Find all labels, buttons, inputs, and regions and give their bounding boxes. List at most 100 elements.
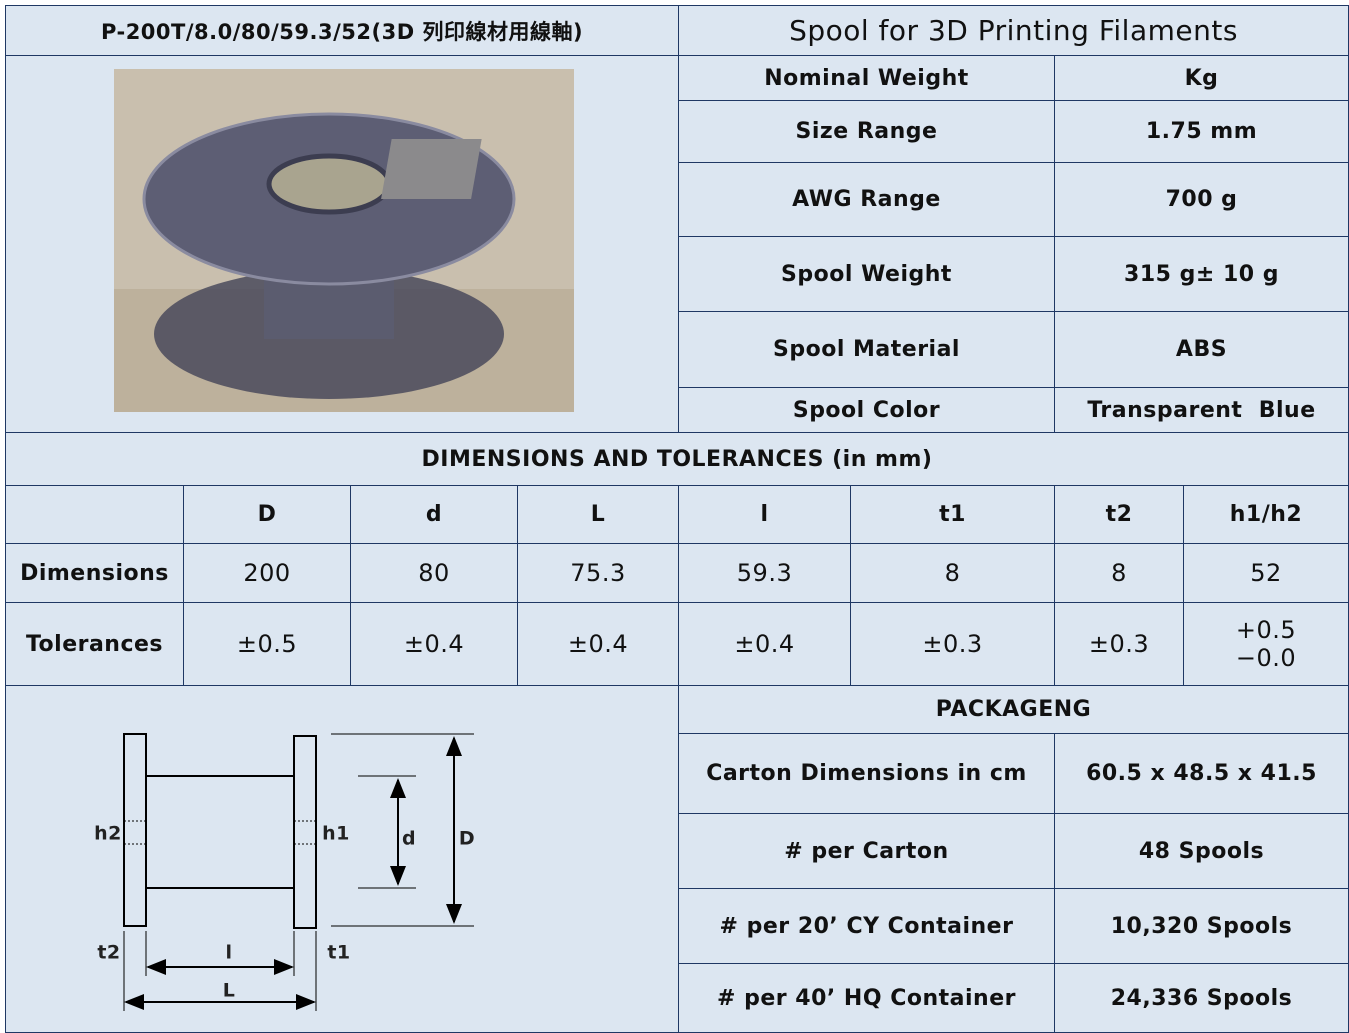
diagram-cell: h2 h1 d D t2 l t1 L — [5, 685, 679, 1033]
cell-text: 60.5 x 48.5 x 41.5 — [1086, 761, 1317, 786]
cell-text: PACKAGENG — [935, 697, 1092, 722]
cell-text: ±0.3 — [922, 630, 983, 658]
photo-cell — [5, 55, 679, 433]
dimension-value: 59.3 — [678, 543, 851, 603]
cell-text: 59.3 — [736, 559, 793, 587]
cell-text: # per 40’ HQ Container — [717, 985, 1016, 1011]
packaging-label: # per Carton — [678, 813, 1055, 889]
cell-text: L — [590, 502, 606, 527]
spec-label: Spool Weight — [678, 236, 1055, 312]
cell-text: d — [425, 502, 443, 527]
cell-text: 10,320 Spools — [1110, 913, 1293, 939]
spec-label: AWG Range — [678, 162, 1055, 237]
empty-cell — [5, 485, 184, 544]
cell-text: ±0.4 — [403, 630, 465, 658]
cell-text: Spool for 3D Printing Filaments — [789, 14, 1238, 47]
spec-value: 315 g± 10 g — [1054, 236, 1349, 312]
cell-text: AWG Range — [792, 187, 941, 212]
dimension-value: 75.3 — [517, 543, 679, 603]
spec-value: 1.75 mm — [1054, 100, 1349, 163]
dimension-value: 8 — [1054, 543, 1184, 603]
spec-value: ABS — [1054, 311, 1349, 388]
diagram-label: D — [459, 828, 475, 850]
cell-text: 700 g — [1165, 187, 1238, 212]
diagram-label: d — [402, 828, 416, 850]
diagram-label: l — [225, 942, 232, 964]
cell-text: 80 — [418, 559, 450, 587]
packaging-value: 10,320 Spools — [1054, 888, 1349, 964]
dimension-value: ±0.3 — [850, 602, 1055, 686]
column-header: t1 — [850, 485, 1055, 544]
cell-text: D — [257, 502, 277, 527]
cell-text: −0.0 — [1235, 644, 1297, 672]
dimension-value: ±0.4 — [350, 602, 518, 686]
cell-text: +0.5 — [1235, 616, 1297, 644]
cell-text: 48 Spools — [1138, 838, 1265, 864]
packaging-value: 60.5 x 48.5 x 41.5 — [1054, 733, 1349, 814]
packaging-title: PACKAGENG — [678, 685, 1349, 734]
cell-text: Dimensions — [20, 560, 169, 586]
cell-text: ±0.5 — [236, 630, 298, 658]
spec-label: Nominal Weight — [678, 55, 1055, 101]
dimension-value: 8 — [850, 543, 1055, 603]
cell-text: 8 — [1111, 559, 1127, 587]
row-label: Dimensions — [5, 543, 184, 603]
cell-text: P-200T/8.0/80/59.3/52(3D 列印線材用線軸) — [100, 19, 584, 44]
diagram-label: h2 — [94, 823, 122, 845]
column-header: h1/h2 — [1183, 485, 1349, 544]
product-title: Spool for 3D Printing Filaments — [678, 5, 1349, 56]
header-title: P-200T/8.0/80/59.3/52(3D 列印線材用線軸) — [5, 5, 679, 56]
diagram-label: t2 — [97, 942, 120, 964]
dimension-value: 80 — [350, 543, 518, 603]
packaging-label: # per 20’ CY Container — [678, 888, 1055, 964]
dimension-value: 52 — [1183, 543, 1349, 603]
spec-label: Size Range — [678, 100, 1055, 163]
cell-text: Spool Material — [773, 337, 960, 362]
spool-diagram: h2 h1 d D t2 l t1 L — [94, 733, 475, 1011]
spool-photo — [114, 69, 574, 412]
cell-text: Spool Weight — [781, 261, 952, 287]
cell-text: DIMENSIONS AND TOLERANCES (in mm) — [421, 446, 933, 472]
column-header: l — [678, 485, 851, 544]
cell-text: 8 — [944, 559, 961, 587]
cell-text: Spool Color — [792, 397, 941, 423]
cell-text: # per 20’ CY Container — [719, 913, 1014, 939]
cell-text: 52 — [1250, 559, 1282, 587]
cell-text: 75.3 — [570, 559, 626, 587]
cell-text: Tolerances — [25, 631, 164, 657]
packaging-label: Carton Dimensions in cm — [678, 733, 1055, 814]
cell-text: t1 — [939, 502, 966, 527]
dimension-value: ±0.5 — [183, 602, 351, 686]
cell-text: Kg — [1184, 65, 1219, 91]
cell-text: Transparent Blue — [1087, 397, 1316, 423]
cell-text: ABS — [1175, 337, 1228, 362]
cell-text: Size Range — [795, 119, 938, 144]
dimension-value: +0.5 −0.0 — [1183, 602, 1349, 686]
dimension-value: ±0.3 — [1054, 602, 1184, 686]
cell-text: Carton Dimensions in cm — [706, 761, 1027, 786]
spec-label: Spool Color — [678, 387, 1055, 433]
cell-text: 315 g± 10 g — [1124, 261, 1279, 287]
diagram-label: t1 — [327, 942, 350, 964]
column-header: L — [517, 485, 679, 544]
packaging-value: 48 Spools — [1054, 813, 1349, 889]
column-header: D — [183, 485, 351, 544]
spec-label: Spool Material — [678, 311, 1055, 388]
cell-text: 200 — [243, 559, 291, 587]
dimensions-title: DIMENSIONS AND TOLERANCES (in mm) — [5, 432, 1349, 486]
cell-text: t2 — [1105, 502, 1133, 527]
spec-value: Kg — [1054, 55, 1349, 101]
spec-value: Transparent Blue — [1054, 387, 1349, 433]
cell-text: # per Carton — [784, 838, 949, 864]
cell-text: ±0.4 — [567, 630, 629, 658]
packaging-label: # per 40’ HQ Container — [678, 963, 1055, 1033]
dimension-value: ±0.4 — [517, 602, 679, 686]
column-header: d — [350, 485, 518, 544]
cell-text: ±0.4 — [734, 630, 795, 658]
cell-text: 24,336 Spools — [1110, 985, 1293, 1011]
cell-text: 1.75 mm — [1145, 119, 1258, 144]
diagram-label: L — [223, 980, 236, 1002]
cell-text: h1/h2 — [1229, 502, 1303, 527]
diagram-label: h1 — [322, 823, 350, 845]
